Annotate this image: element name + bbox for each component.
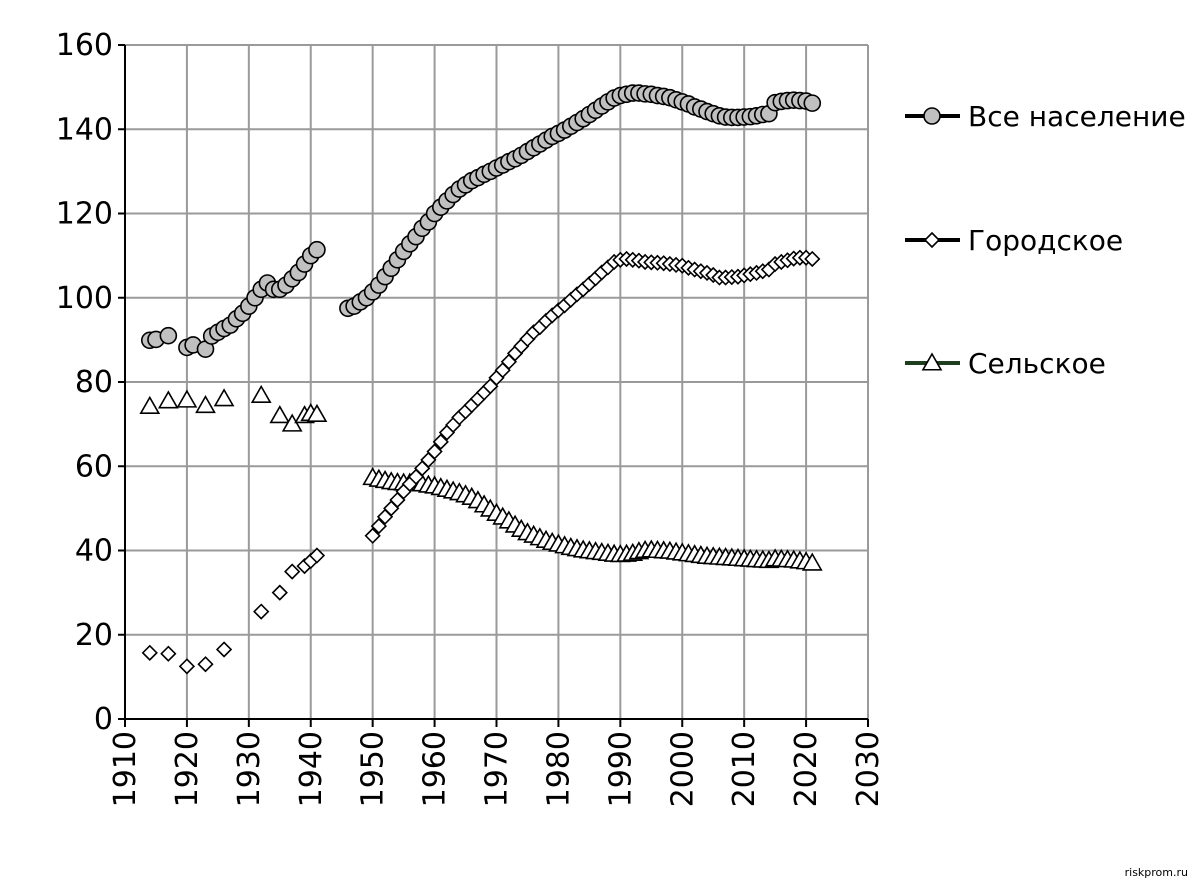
data-point	[803, 94, 822, 112]
data-point	[426, 443, 443, 460]
x-tick-label: 2010	[727, 731, 762, 807]
x-tick-label: 1990	[603, 731, 638, 807]
data-point	[250, 384, 272, 404]
data-point	[157, 390, 179, 409]
data-point	[160, 645, 177, 662]
x-tick-label: 1970	[480, 731, 515, 807]
data-point	[804, 250, 821, 268]
data-point	[370, 517, 387, 535]
x-axis-ticks: 1910 1920 1930 1940 1950 1960 1970 1980 1990 2000…	[108, 719, 886, 807]
y-tick-label: 40	[75, 534, 113, 569]
x-tick-label: 2000	[665, 731, 700, 807]
legend-marker	[923, 231, 941, 249]
data-point	[195, 394, 216, 414]
series-layer	[139, 84, 823, 675]
x-tick-label: 1910	[108, 731, 143, 807]
data-point	[178, 658, 196, 675]
y-tick-label: 120	[56, 197, 113, 232]
legend-label: Городское	[968, 224, 1123, 257]
x-tick-label: 1940	[294, 731, 329, 807]
data-point	[801, 552, 823, 571]
data-point	[364, 527, 381, 544]
data-point	[141, 644, 158, 661]
data-point	[215, 641, 233, 658]
series-circle	[140, 84, 822, 358]
legend: Все население Городское Сельское	[905, 100, 1186, 380]
y-tick-label: 160	[56, 28, 113, 63]
x-tick-label: 1960	[418, 731, 453, 807]
y-tick-label: 80	[75, 365, 113, 400]
data-point	[139, 395, 161, 414]
data-point	[271, 584, 288, 601]
data-point	[159, 326, 178, 345]
x-tick-label: 1920	[170, 731, 205, 807]
series-diamond	[141, 249, 821, 675]
legend-item: Все население	[905, 100, 1186, 133]
x-tick-label: 1980	[541, 731, 576, 807]
legend-marker	[923, 107, 941, 125]
data-point	[308, 240, 326, 259]
series-triangle	[139, 384, 823, 571]
y-tick-label: 20	[75, 618, 113, 653]
x-tick-label: 2030	[851, 731, 886, 807]
data-point	[253, 603, 270, 620]
legend-item: Городское	[905, 224, 1123, 257]
data-point	[284, 563, 301, 580]
x-tick-label: 1930	[232, 731, 267, 807]
data-point	[197, 656, 214, 673]
data-point	[306, 403, 328, 422]
legend-label: Сельское	[968, 347, 1106, 380]
legend-label: Все население	[968, 100, 1186, 133]
x-tick-label: 2020	[789, 731, 824, 807]
data-point	[269, 405, 291, 424]
x-tick-label: 1950	[356, 731, 391, 807]
data-point	[176, 389, 198, 408]
y-tick-label: 140	[56, 112, 113, 147]
y-tick-label: 100	[56, 281, 113, 316]
data-point	[308, 547, 326, 564]
y-tick-label: 60	[75, 449, 113, 484]
data-point	[432, 433, 449, 450]
y-tick-label: 0	[94, 702, 113, 737]
legend-marker	[921, 352, 943, 371]
y-axis-ticks: 0 20 40 60 80 100 120 140 160	[56, 28, 125, 737]
data-point	[213, 388, 235, 407]
watermark: riskprom.ru	[1125, 866, 1188, 879]
legend-item: Сельское	[905, 347, 1106, 380]
